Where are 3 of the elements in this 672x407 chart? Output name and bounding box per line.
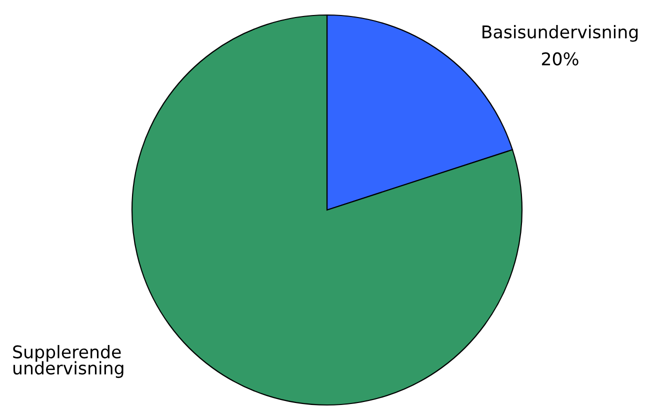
slice-label: Basisundervisning [482,25,638,42]
data-label: 20% [542,52,578,66]
slice-label: Supplerende undervisning [13,345,124,378]
